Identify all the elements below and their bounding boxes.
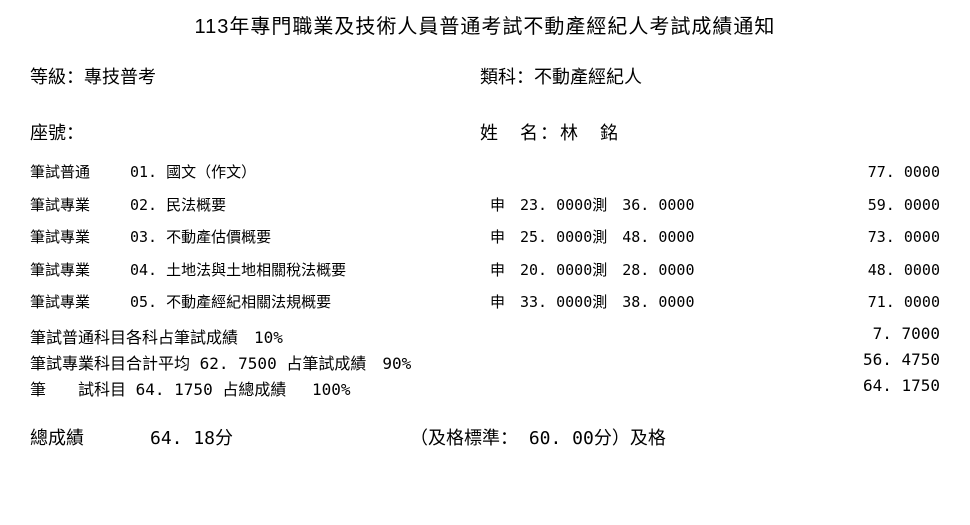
final-label: 總成績 [30, 424, 150, 450]
name-label: 姓 名：林 銘 [480, 119, 940, 145]
subject-total-score: 48. 0000 [830, 259, 940, 282]
final-pass: （及格標準： 60. 00分）及格 [410, 424, 940, 450]
weight-row: 筆試普通科目各科占筆試成績 10%7. 7000 [30, 324, 940, 348]
subject-total-score: 73. 0000 [830, 226, 940, 249]
final-row: 總成績 64. 18分 （及格標準： 60. 00分）及格 [30, 424, 940, 450]
subject-partial-scores: 申 25. 0000測 48. 0000 [490, 226, 830, 249]
subject-partial-scores: 申 20. 0000測 28. 0000 [490, 259, 830, 282]
subject-category: 筆試專業 [30, 292, 130, 315]
subject-row: 筆試專業05. 不動產經紀相關法規概要申 33. 0000測 38. 00007… [30, 291, 940, 315]
level-label: 等級：專技普考 [30, 63, 480, 89]
weight-value: 64. 1750 [820, 376, 940, 400]
weight-value: 56. 4750 [820, 350, 940, 374]
subject-row: 筆試專業04. 土地法與土地相關稅法概要申 20. 0000測 28. 0000… [30, 259, 940, 283]
subject-category: 筆試專業 [30, 227, 130, 250]
subject-name: 02. 民法概要 [130, 194, 490, 217]
weight-text: 筆試普通科目各科占筆試成績 10% [30, 324, 820, 348]
subject-row: 筆試專業03. 不動產估價概要申 25. 0000測 48. 000073. 0… [30, 226, 940, 250]
subject-row: 筆試專業02. 民法概要申 23. 0000測 36. 000059. 0000 [30, 194, 940, 218]
info-row-2: 座號： 姓 名：林 銘 [30, 119, 940, 145]
weights-list: 筆試普通科目各科占筆試成績 10%7. 7000筆試專業科目合計平均 62. 7… [30, 324, 940, 400]
subject-partial-scores: 申 33. 0000測 38. 0000 [490, 291, 830, 314]
final-score: 64. 18分 [150, 424, 410, 450]
info-row-1: 等級：專技普考 類科：不動產經紀人 [30, 63, 940, 89]
subject-category: 筆試普通 [30, 162, 130, 185]
subject-category: 筆試專業 [30, 195, 130, 218]
weight-text: 筆試專業科目合計平均 62. 7500 占筆試成績 90% [30, 350, 820, 374]
category-label: 類科：不動產經紀人 [480, 63, 940, 89]
subject-name: 04. 土地法與土地相關稅法概要 [130, 259, 490, 282]
weight-row: 筆 試科目 64. 1750 占總成績 100%64. 1750 [30, 376, 940, 400]
subject-name: 05. 不動產經紀相關法規概要 [130, 291, 490, 314]
page-title: 113年專門職業及技術人員普通考試不動產經紀人考試成績通知 [30, 10, 940, 39]
weight-value: 7. 7000 [820, 324, 940, 348]
seat-label: 座號： [30, 119, 480, 145]
subject-partial-scores: 申 23. 0000測 36. 0000 [490, 194, 830, 217]
weight-row: 筆試專業科目合計平均 62. 7500 占筆試成績 90%56. 4750 [30, 350, 940, 374]
subject-total-score: 71. 0000 [830, 291, 940, 314]
subject-row: 筆試普通01. 國文（作文） 77. 0000 [30, 161, 940, 185]
subject-category: 筆試專業 [30, 260, 130, 283]
subject-name: 01. 國文（作文） [130, 161, 490, 184]
subject-total-score: 77. 0000 [830, 161, 940, 184]
subject-total-score: 59. 0000 [830, 194, 940, 217]
subject-name: 03. 不動產估價概要 [130, 226, 490, 249]
subjects-list: 筆試普通01. 國文（作文）77. 0000筆試專業02. 民法概要申 23. … [30, 161, 940, 315]
weight-text: 筆 試科目 64. 1750 占總成績 100% [30, 376, 820, 400]
